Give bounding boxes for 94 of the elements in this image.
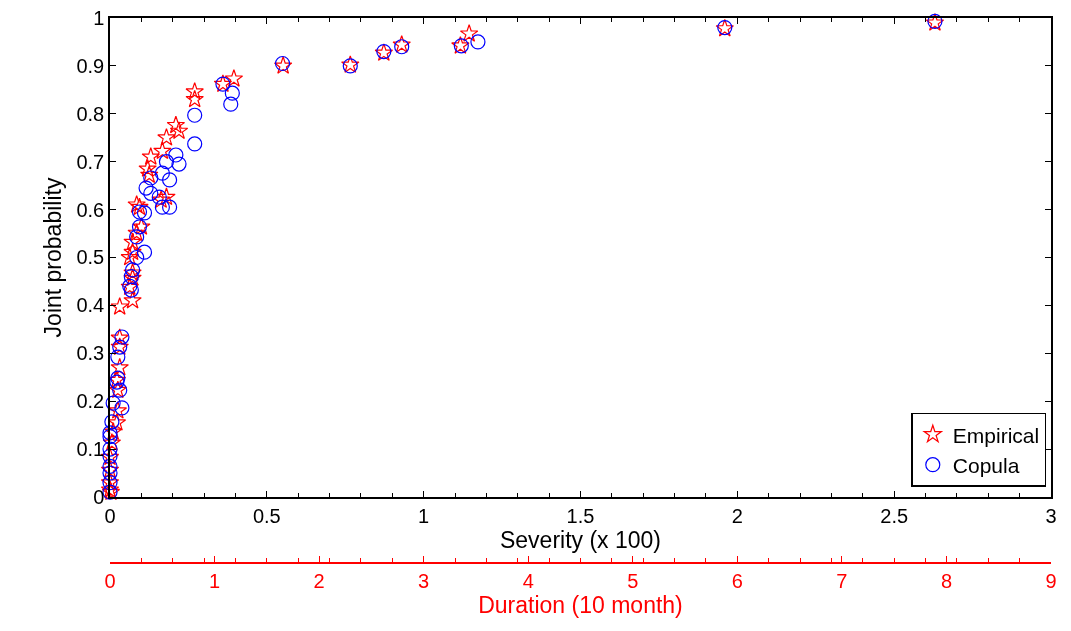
point: [224, 85, 240, 101]
point: [120, 247, 140, 266]
point: [141, 147, 161, 165]
point: [102, 441, 118, 457]
point: [151, 190, 171, 208]
point: [123, 232, 142, 251]
point: [127, 223, 146, 242]
point: [123, 290, 142, 309]
y-tick-label: 0.2: [76, 390, 105, 413]
y-tick-label: 1: [93, 7, 105, 29]
point: [103, 422, 123, 440]
y-tick-label: 0.9: [76, 54, 105, 77]
point: [110, 349, 126, 365]
point: [224, 69, 244, 87]
point: [110, 297, 129, 315]
x2-tick-label: 3: [418, 569, 430, 592]
y-tick-label: 0.6: [76, 198, 105, 221]
point: [129, 249, 145, 266]
point: [154, 199, 170, 215]
point: [158, 154, 175, 170]
x-axis-title: Severity (x 100): [499, 526, 662, 553]
y-axis-title: Joint probability: [40, 177, 67, 338]
point: [110, 328, 129, 346]
point: [392, 35, 411, 53]
point: [110, 357, 129, 376]
point: [100, 460, 120, 479]
y-tick-label: 0.3: [76, 342, 105, 365]
point: [171, 156, 187, 172]
x-tick-label: 2.5: [880, 504, 909, 527]
y-tick-label: 0.7: [76, 150, 105, 173]
point: [129, 229, 145, 245]
point: [185, 82, 204, 100]
point: [154, 165, 170, 181]
point: [123, 282, 139, 298]
point: [131, 204, 148, 220]
point: [123, 242, 142, 261]
point: [143, 185, 159, 201]
point: [169, 121, 189, 139]
y-tick-label: 0: [93, 485, 105, 508]
x2-tick-label: 5: [627, 569, 639, 592]
x2-tick-label: 4: [522, 569, 534, 592]
point: [102, 458, 118, 474]
point: [223, 96, 239, 112]
point: [168, 147, 184, 163]
legend-label: Empirical: [952, 423, 1040, 447]
point: [394, 39, 410, 55]
point: [139, 165, 159, 184]
point: [185, 89, 204, 108]
point: [107, 413, 127, 431]
x-tick-label: 2: [731, 504, 743, 527]
point: [108, 380, 128, 399]
point: [102, 465, 118, 481]
point: [105, 395, 121, 411]
point: [153, 141, 172, 160]
x2-tick-label: 6: [731, 569, 743, 592]
point: [470, 34, 486, 50]
point: [102, 433, 122, 451]
point: [143, 170, 159, 186]
point: [102, 425, 118, 441]
x-tick-label: 1.5: [566, 504, 595, 527]
point: [109, 374, 125, 390]
x-tick-label: 0.5: [252, 504, 281, 527]
point: [138, 180, 154, 196]
point: [136, 244, 153, 260]
y-tick-label: 0.5: [76, 246, 105, 269]
point: [162, 172, 178, 188]
y-tick-label: 0.8: [76, 102, 105, 125]
point: [104, 414, 120, 430]
x2-tick-label: 9: [1045, 569, 1057, 592]
point: [112, 382, 128, 398]
point: [108, 401, 128, 419]
x2-tick-label: 1: [209, 569, 221, 592]
point: [114, 329, 130, 345]
y-tick-label: 0.4: [76, 294, 105, 317]
x2-axis-title: Duration (10 month): [478, 591, 683, 618]
point: [187, 136, 203, 152]
point: [166, 115, 186, 134]
point: [162, 199, 178, 215]
x-tick-label: 1: [418, 504, 430, 527]
legend-label: Copula: [952, 453, 1020, 477]
point: [187, 107, 203, 123]
x2-tick-label: 7: [836, 569, 848, 592]
y-tick-label: 0.1: [76, 438, 105, 461]
x2-tick-label: 2: [313, 569, 325, 592]
x2-tick-label: 8: [940, 569, 952, 592]
point: [151, 189, 167, 205]
x-tick-label: 3: [1045, 504, 1057, 527]
point: [459, 24, 479, 42]
point: [157, 187, 176, 206]
point: [114, 400, 130, 416]
point: [102, 429, 118, 445]
point: [136, 205, 153, 221]
point: [157, 128, 176, 146]
point: [138, 159, 157, 177]
